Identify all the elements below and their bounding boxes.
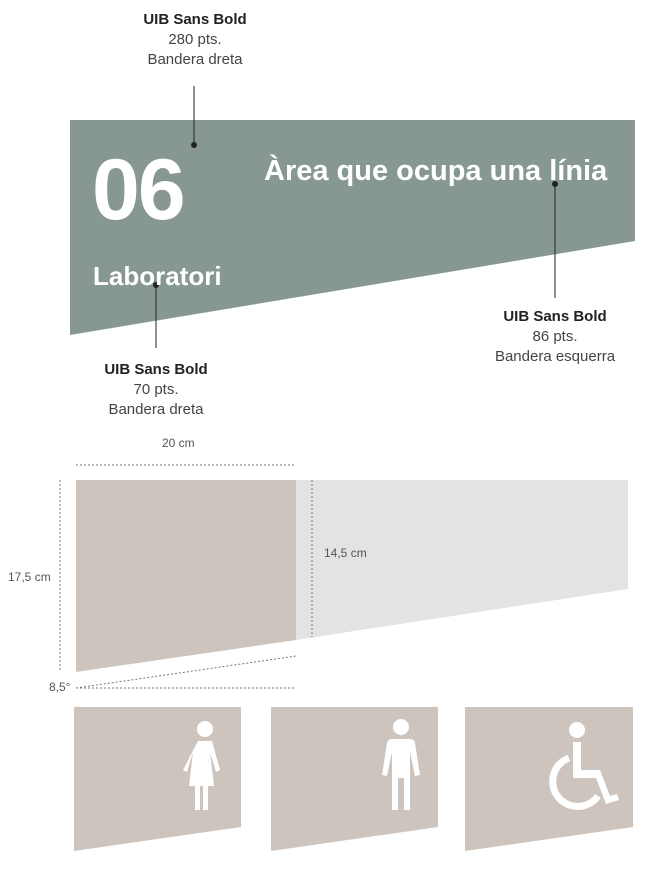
leader-number-dot [191, 142, 197, 148]
callout-number-font-align: Bandera dreta [147, 51, 243, 68]
callout-title-font-size: 86 pts. [532, 328, 578, 345]
sign-title: Àrea que ocupa una línia [264, 155, 608, 187]
callout-title-font-align: Bandera esquerra [494, 348, 616, 365]
leader-label-dot [153, 282, 159, 288]
man-icon [382, 719, 420, 810]
pictogram-panel-woman [74, 707, 241, 851]
angle-dimension-label: 8,5° [49, 680, 71, 694]
callout-title-font: UIB Sans Bold 86 pts. Bandera esquerra [480, 307, 630, 367]
callout-label-font-size: 70 pts. [133, 381, 179, 398]
wheelchair-icon [549, 722, 619, 810]
sign-panel [70, 120, 635, 335]
leader-title-dot [552, 181, 558, 187]
inner-height-dimension-label: 14,5 cm [324, 546, 367, 560]
dimension-taupe-panel [76, 480, 296, 672]
woman-icon [183, 721, 220, 810]
angle-slope-line [75, 655, 297, 689]
width-dimension-label: 20 cm [162, 436, 195, 450]
sign-number: 06 [92, 142, 186, 238]
pictogram-panel-man [271, 707, 438, 851]
dimension-light-panel [296, 480, 628, 640]
callout-number-font-name: UIB Sans Bold [143, 11, 247, 28]
callout-number-font-size: 280 pts. [168, 31, 222, 48]
callout-label-font-name: UIB Sans Bold [104, 361, 208, 378]
callout-number-font: UIB Sans Bold 280 pts. Bandera dreta [120, 10, 270, 70]
callout-label-font: UIB Sans Bold 70 pts. Bandera dreta [81, 360, 231, 420]
pictogram-panel-accessible [465, 707, 633, 851]
height-dimension-label: 17,5 cm [8, 570, 51, 584]
sign-label: Laboratori [93, 261, 222, 291]
callout-label-font-align: Bandera dreta [108, 401, 204, 418]
callout-title-font-name: UIB Sans Bold [503, 308, 607, 325]
